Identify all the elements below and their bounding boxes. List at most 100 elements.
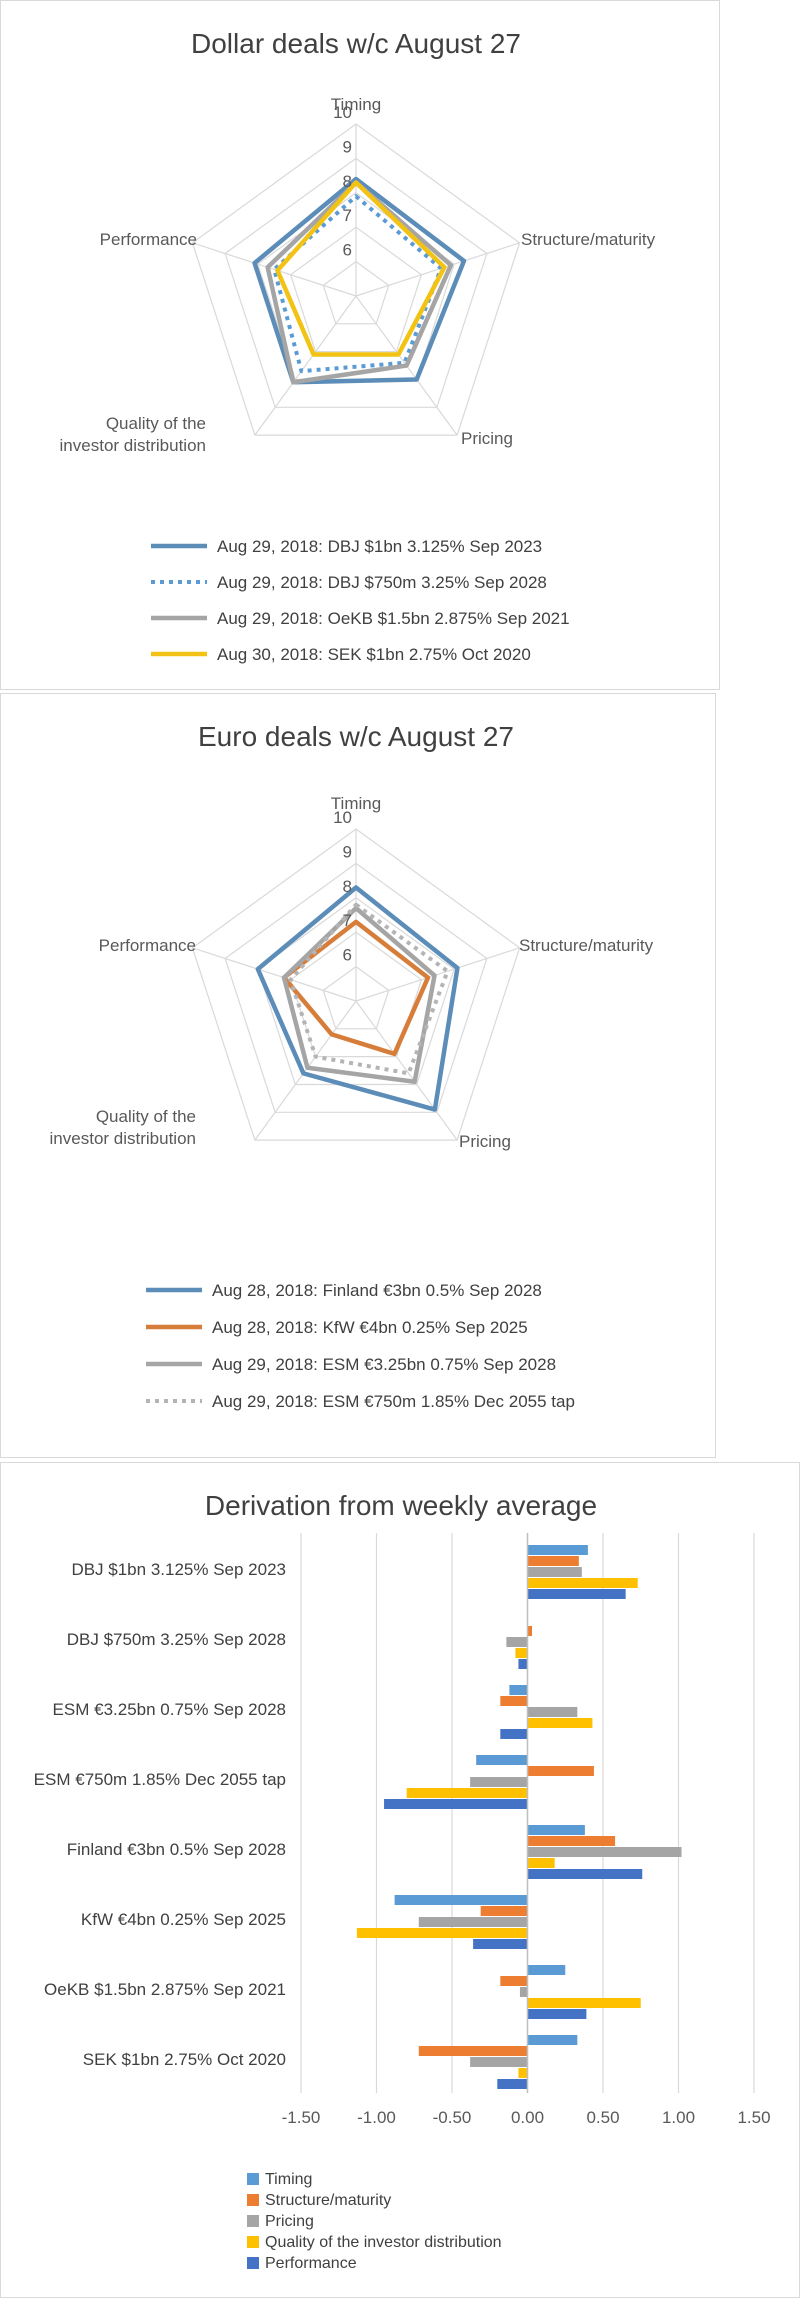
bar-5: [473, 1939, 528, 1949]
legend-label-5: Performance: [265, 2255, 357, 2272]
bar-3: [527, 1847, 682, 1857]
grid-ring: [224, 157, 488, 408]
axis-label-line: Structure/maturity: [521, 230, 656, 249]
x-tick-label: 1.00: [662, 2108, 695, 2127]
grid-ring: [191, 828, 521, 1141]
bar-1: [509, 1685, 528, 1695]
legend-label-2: Aug 29, 2018: DBJ $750m 3.25% Sep 2028: [217, 573, 547, 592]
bar-3: [519, 1987, 528, 1997]
axis-label: Structure/maturity: [519, 936, 654, 955]
radial-tick-label: 9: [343, 137, 352, 156]
grid-ring: [191, 123, 521, 436]
grid-spoke: [355, 947, 520, 1002]
bar-4: [527, 1718, 593, 1728]
category-label: DBJ $1bn 3.125% Sep 2023: [71, 1560, 286, 1579]
series-line-1: [252, 176, 467, 385]
grid-ring: [224, 862, 488, 1113]
radial-tick-label: 9: [343, 842, 352, 861]
axis-label-line: investor distribution: [50, 1129, 196, 1148]
radial-tick-label: 6: [343, 946, 352, 965]
chart-title: Dollar deals w/c August 27: [191, 28, 521, 59]
bar-4: [515, 1648, 528, 1658]
bar-2: [418, 2046, 528, 2056]
legend-label-3: Pricing: [265, 2213, 314, 2230]
axis-label: Quality of the investor distribution: [50, 1107, 196, 1148]
category-label: Finland €3bn 0.5% Sep 2028: [67, 1840, 286, 1859]
legend-label-4: Aug 29, 2018: ESM €750m 1.85% Dec 2055 t…: [212, 1392, 575, 1411]
legend-swatch-3: [247, 2215, 259, 2227]
bar-2: [527, 1766, 594, 1776]
chart-title: Euro deals w/c August 27: [198, 721, 514, 752]
axis-label: Pricing: [461, 429, 513, 448]
legend-swatch-5: [247, 2257, 259, 2269]
axis-label-line: Pricing: [461, 429, 513, 448]
bar-5: [500, 1729, 528, 1739]
bar-3: [470, 1777, 528, 1787]
bar-2: [527, 1556, 579, 1566]
legend-label-3: Aug 29, 2018: OeKB $1.5bn 2.875% Sep 202…: [217, 609, 570, 628]
chart-title: Derivation from weekly average: [205, 1490, 597, 1521]
bar-2: [480, 1906, 528, 1916]
x-tick-label: -0.50: [433, 2108, 472, 2127]
radial-tick-label: 8: [343, 172, 352, 191]
series-line-4: [275, 180, 447, 357]
grid-ring: [289, 226, 423, 353]
axis-label: Pricing: [459, 1132, 511, 1151]
bar-1: [527, 2035, 578, 2045]
category-label: KfW €4bn 0.25% Sep 2025: [81, 1910, 286, 1929]
radial-tick-label: 7: [343, 911, 352, 930]
bar-5: [527, 1589, 626, 1599]
legend-swatch-2: [247, 2194, 259, 2206]
bar-5: [527, 2009, 587, 2019]
radial-tick-label: 6: [343, 241, 352, 260]
weekly-average-bar-panel: Derivation from weekly average -1.50 -1.00…: [0, 1462, 800, 2298]
dollar-deals-radar-panel: Dollar deals w/c August 27 6 7 8 9 10 Timing St…: [0, 0, 720, 690]
axis-label-line: Pricing: [459, 1132, 511, 1151]
bar-3: [527, 1567, 582, 1577]
bar-3: [527, 1707, 578, 1717]
radial-tick-label: 10: [333, 103, 352, 122]
series-line-3: [265, 180, 454, 385]
bar-4: [356, 1928, 528, 1938]
bar-1: [476, 1755, 528, 1765]
legend-label-2: Aug 28, 2018: KfW €4bn 0.25% Sep 2025: [212, 1318, 528, 1337]
bar-5: [518, 1659, 528, 1669]
axis-label: Timing: [331, 95, 381, 114]
grid-spoke: [254, 1000, 357, 1141]
grid-spoke: [192, 242, 357, 297]
grid-spoke: [192, 947, 357, 1002]
radial-tick-label: 10: [333, 808, 352, 827]
x-tick-label: 0.50: [586, 2108, 619, 2127]
axis-label-line: Timing: [331, 95, 381, 114]
weekly-average-bar-chart: Derivation from weekly average -1.50 -1.00…: [34, 1490, 771, 2272]
bar-4: [406, 1788, 528, 1798]
legend-label-3: Aug 29, 2018: ESM €3.25bn 0.75% Sep 2028: [212, 1355, 556, 1374]
x-tick-label: 0.00: [511, 2108, 544, 2127]
axis-label: Timing: [331, 794, 381, 813]
category-label: DBJ $750m 3.25% Sep 2028: [67, 1630, 286, 1649]
bar-2: [527, 1626, 533, 1636]
grid-ring: [289, 931, 423, 1058]
x-tick-label: -1.50: [282, 2108, 321, 2127]
bar-1: [394, 1895, 528, 1905]
legend-label-1: Aug 28, 2018: Finland €3bn 0.5% Sep 2028: [212, 1281, 542, 1300]
axis-label-line: Structure/maturity: [519, 936, 654, 955]
bar-4: [518, 2068, 528, 2078]
radial-tick-label: 7: [343, 206, 352, 225]
bar-4: [527, 1998, 641, 2008]
grid-spoke: [254, 295, 357, 436]
axis-label-line: Quality of the: [106, 414, 206, 433]
legend-label-4: Quality of the investor distribution: [265, 2234, 502, 2251]
axis-label: Structure/maturity: [521, 230, 656, 249]
legend-label-1: Aug 29, 2018: DBJ $1bn 3.125% Sep 2023: [217, 537, 542, 556]
series-line-3: [281, 905, 437, 1084]
legend-label-4: Aug 30, 2018: SEK $1bn 2.75% Oct 2020: [217, 645, 531, 664]
axis-label: Performance: [100, 230, 197, 249]
grid-ring: [322, 260, 390, 325]
category-label: ESM €750m 1.85% Dec 2055 tap: [34, 1770, 286, 1789]
bar-3: [470, 2057, 528, 2067]
axis-label: Quality of the investor distribution: [60, 414, 206, 455]
category-label: SEK $1bn 2.75% Oct 2020: [83, 2050, 286, 2069]
legend-swatch-1: [247, 2173, 259, 2185]
